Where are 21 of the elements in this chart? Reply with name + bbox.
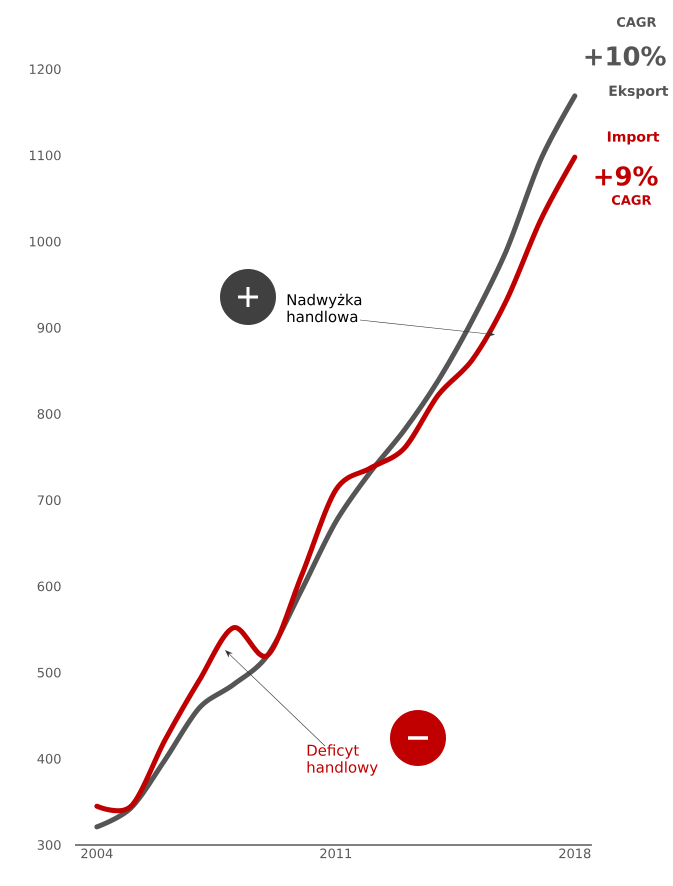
text: +10% (586, 46, 666, 66)
x-tick-label: 2004 (81, 848, 113, 858)
y-tick-label: 300 (38, 840, 61, 850)
y-tick-label: 800 (38, 409, 61, 419)
text: +9% (596, 166, 658, 186)
y-tick-label: 700 (38, 495, 61, 506)
text: Eksport (610, 85, 668, 99)
y-tick-label: 600 (38, 582, 61, 592)
annotation: Nadwyżka handlowa (288, 294, 362, 322)
y-tick-label: 400 (37, 754, 61, 764)
y-tick-label: 1000 (30, 236, 61, 246)
text: CAGR (612, 195, 652, 205)
y-tick-label: 1100 (30, 150, 61, 160)
y-tick-label: 500 (38, 668, 61, 678)
x-tick-label: 2018 (559, 848, 590, 858)
x-tick-label: 2011 (320, 848, 352, 858)
y-tick-label: 1200 (30, 64, 61, 74)
text: Import (608, 131, 660, 145)
y-tick-label: 900 (38, 322, 61, 333)
annotation: Deficyt handlowy (308, 744, 378, 776)
text: CAGR (616, 17, 656, 27)
